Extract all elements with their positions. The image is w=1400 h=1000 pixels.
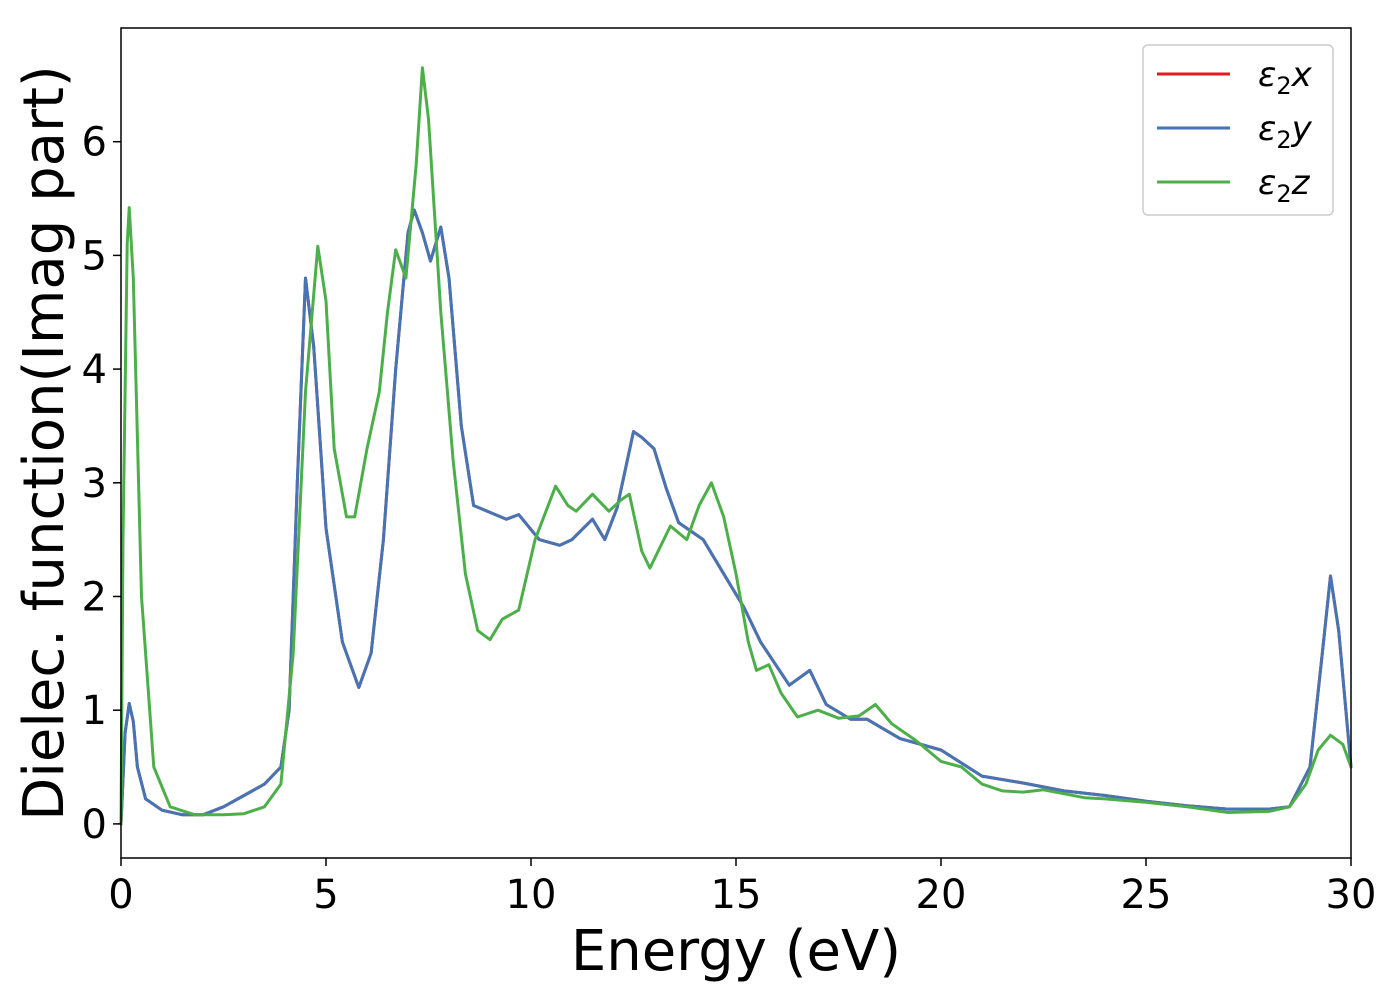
x-tick-label: 25 [1121,872,1172,918]
y-axis-ticks: 0 1 2 3 4 5 6 [82,120,121,848]
series-line-z [119,66,1353,826]
series-line-y [119,208,1353,826]
y-tick-label: 4 [82,347,107,393]
y-tick-label: 6 [82,120,107,166]
y-axis-label: Dielec. function(Imag part) [12,65,77,821]
x-tick-label: 0 [108,872,133,918]
y-tick-label: 0 [82,802,107,848]
legend: ε2x ε2y ε2z [1142,44,1334,216]
x-tick-label: 15 [711,872,762,918]
x-axis-label: Energy (eV) [571,919,901,984]
x-tick-label: 30 [1326,872,1377,918]
x-tick-label: 5 [313,872,338,918]
y-tick-label: 5 [82,233,107,279]
y-tick-label: 2 [82,574,107,620]
legend-label-y: ε2y [1258,109,1313,154]
y-tick-label: 3 [82,461,107,507]
x-tick-label: 10 [506,872,557,918]
legend-label-x: ε2x [1258,55,1313,100]
legend-box [1142,44,1334,216]
x-tick-label: 20 [916,872,967,918]
y-tick-label: 1 [82,688,107,734]
legend-label-z: ε2z [1258,163,1311,208]
x-axis-ticks: 0 5 10 15 20 25 30 [108,858,1376,918]
series-layer [119,66,1353,826]
